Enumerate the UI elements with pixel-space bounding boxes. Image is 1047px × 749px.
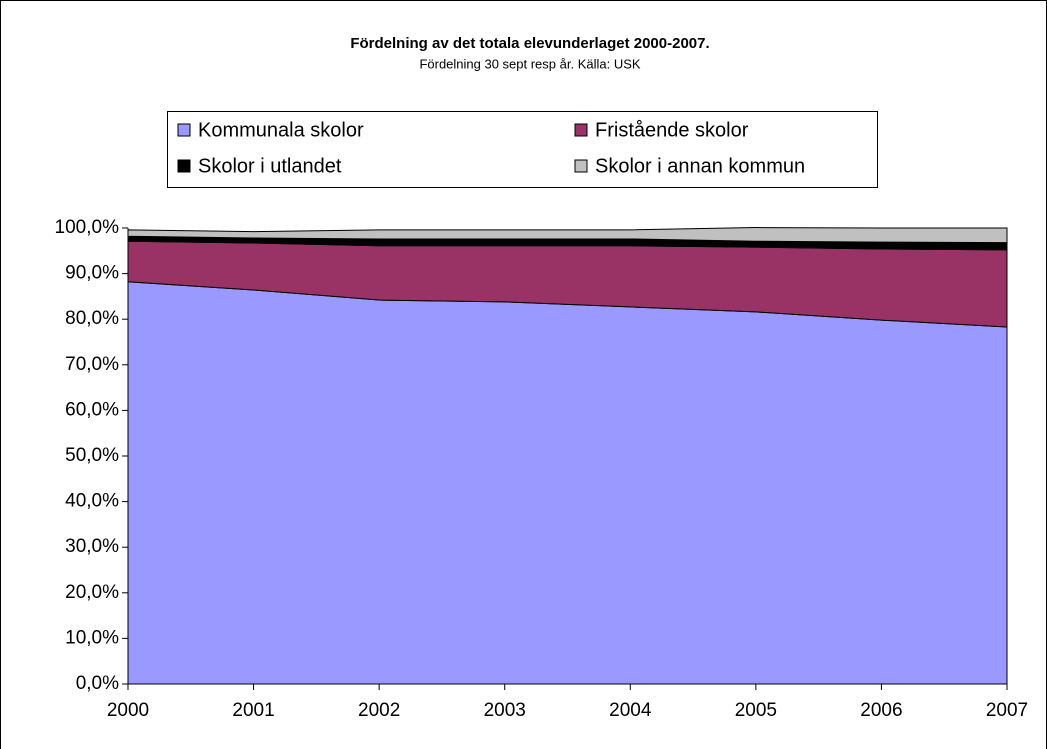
x-tick-label: 2006 — [860, 700, 902, 721]
legend-box — [167, 111, 878, 188]
area — [127, 281, 1008, 685]
legend-swatch — [574, 123, 588, 137]
y-tick-label: 10,0% — [65, 627, 119, 648]
y-tick-label: 70,0% — [65, 354, 119, 375]
y-tick-label: 0,0% — [76, 673, 119, 694]
x-tick-label: 2007 — [986, 700, 1028, 721]
y-tick-label: 50,0% — [65, 445, 119, 466]
x-tick-label: 2003 — [484, 700, 526, 721]
legend-label: Kommunala skolor — [198, 119, 364, 141]
x-tick-label: 2002 — [358, 700, 400, 721]
x-tick-label: 2000 — [107, 700, 149, 721]
chart-subtitle: Fördelning 30 sept resp år. Källa: USK — [419, 56, 640, 71]
legend-label: Skolor i annan kommun — [595, 155, 805, 177]
y-tick-label: 100,0% — [55, 217, 120, 238]
y-tick-label: 90,0% — [65, 263, 119, 284]
legend-swatch — [574, 159, 588, 173]
chart-title: Fördelning av det totala elevunderlaget … — [350, 35, 709, 52]
y-tick-label: 30,0% — [65, 536, 119, 557]
y-tick-label: 40,0% — [65, 491, 119, 512]
legend-swatch — [177, 159, 191, 173]
x-tick-label: 2005 — [735, 700, 777, 721]
y-tick-label: 20,0% — [65, 582, 119, 603]
x-tick-label: 2001 — [232, 700, 274, 721]
legend-label: Fristående skolor — [595, 119, 749, 141]
y-tick-label: 60,0% — [65, 399, 119, 420]
x-tick-label: 2004 — [609, 700, 652, 721]
area — [127, 227, 1008, 244]
legend-label: Skolor i utlandet — [198, 155, 342, 177]
legend-swatch — [177, 123, 191, 137]
y-tick-label: 80,0% — [65, 308, 119, 329]
